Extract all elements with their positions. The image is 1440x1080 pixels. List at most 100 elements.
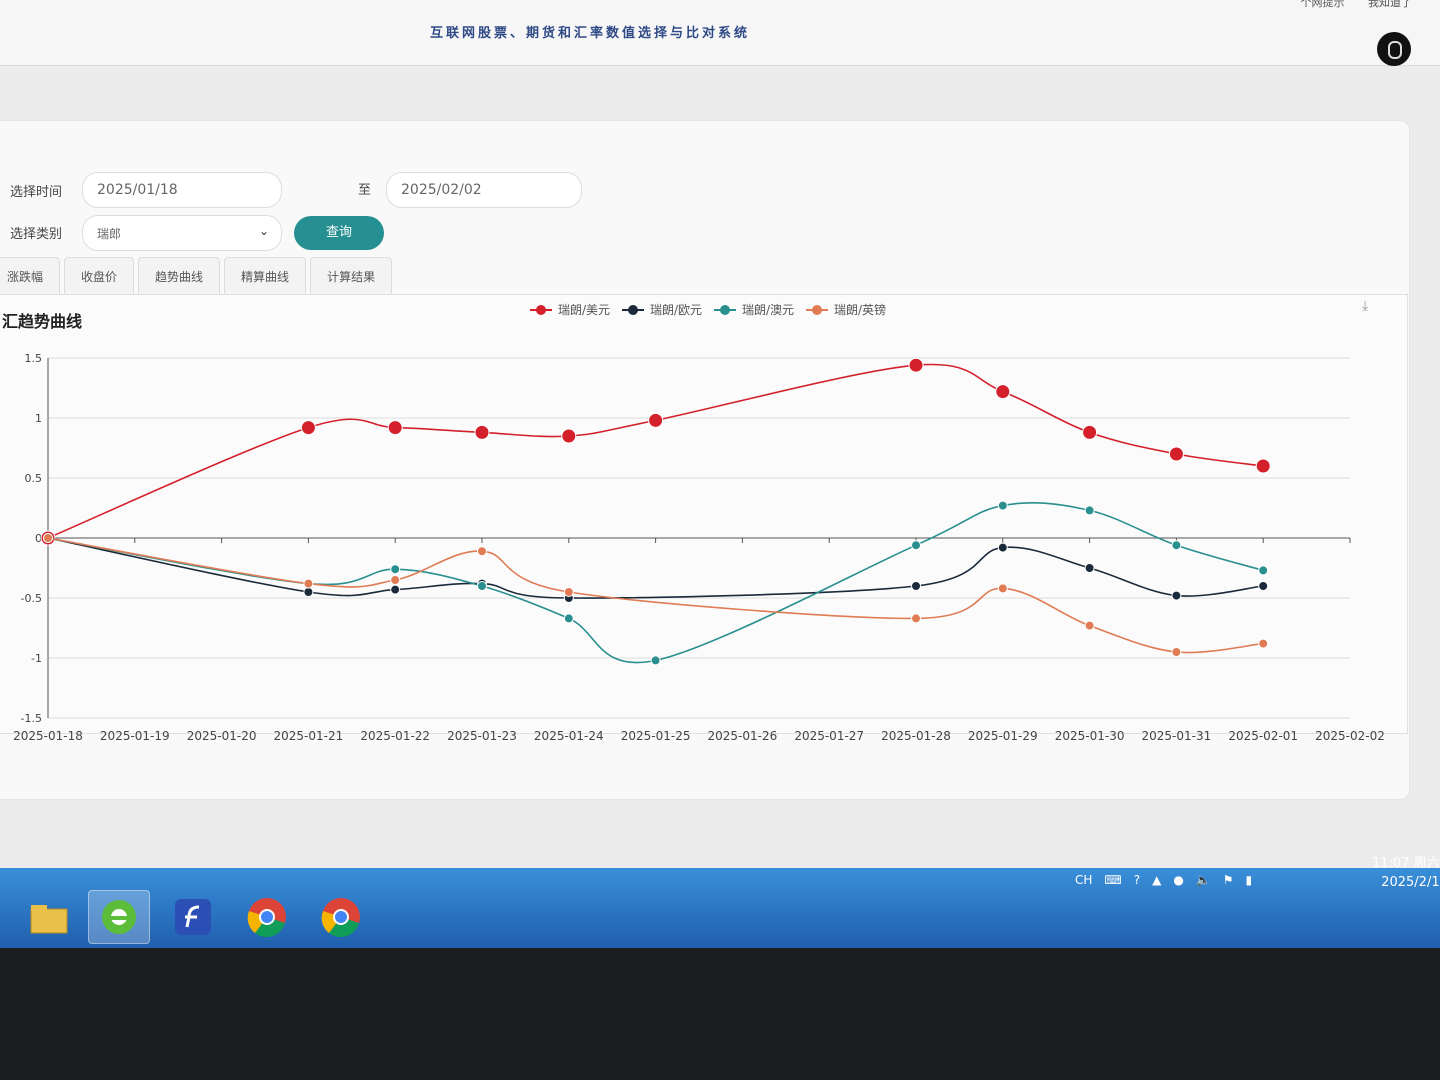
data-point [43,533,53,543]
data-point [474,424,490,440]
category-value: 瑞郎 [97,227,122,241]
start-date-value: 2025/01/18 [97,182,178,198]
legend-marker [536,305,546,315]
volume-icon[interactable]: 🔈 [1195,873,1211,887]
data-point [303,587,314,597]
data-point [1171,540,1182,551]
flag-icon[interactable]: ⚑ [1222,873,1234,887]
legend-marker [720,305,730,315]
data-point [911,581,921,591]
ie-browser-icon[interactable] [88,890,150,944]
start-date-input[interactable]: 2025/01/18 [82,172,282,208]
x-tick-label: 2025-01-21 [274,729,344,743]
top-links: 个网提示 我知道了 [1281,0,1413,10]
x-tick-label: 2025-01-19 [100,729,170,743]
acknowledge-link[interactable]: 我知道了 [1368,0,1412,9]
data-point [1255,458,1271,474]
y-tick-label: 0.5 [25,472,43,485]
category-label: 选择类别 [10,227,63,242]
app-title: 互联网股票、期货和汇率数值选择与比对系统 [430,26,751,41]
clock-date: 2025/2/1 [1381,875,1440,890]
show-hidden-icons-icon[interactable]: ▲ [1152,873,1162,887]
flash-icon[interactable] [162,890,224,944]
data-point [650,655,661,666]
clock[interactable]: 11:07 周六 2025/2/1 [1372,854,1440,892]
avatar[interactable] [1377,32,1411,66]
signal-icon[interactable]: ▮ [1245,873,1253,887]
data-point [563,587,574,597]
y-tick-label: -0.5 [21,592,42,605]
category-select[interactable]: 瑞郎 ⌄ [82,215,282,251]
legend-label: 瑞朗/欧元 [650,303,702,317]
data-point [1171,590,1182,601]
data-point [563,613,574,624]
data-point [997,500,1008,511]
x-tick-label: 2025-01-27 [794,729,864,743]
x-tick-label: 2025-01-26 [708,729,778,743]
file-explorer-icon[interactable] [18,890,80,944]
data-point [477,581,487,591]
language-indicator[interactable]: CH [1075,873,1093,887]
legend-marker [628,305,638,315]
legend-label: 瑞朗/英镑 [834,302,886,317]
end-date-input[interactable]: 2025/02/02 [386,172,582,208]
x-tick-label: 2025-01-24 [534,729,604,743]
tab-bar: 涨跌幅 收盘价 趋势曲线 精算曲线 计算结果 [0,257,396,295]
screen: 互联网股票、期货和汇率数值选择与比对系统 个网提示 我知道了 选择时间 2025… [0,0,1440,948]
legend-label: 瑞朗/澳元 [742,303,794,317]
tab-change[interactable]: 涨跌幅 [0,257,61,295]
data-point [908,357,924,373]
data-point [1258,581,1269,591]
time-label: 选择时间 [10,185,63,200]
x-tick-label: 2025-01-28 [881,729,951,743]
chrome-icon-2[interactable] [310,890,372,944]
x-tick-label: 2025-01-25 [621,729,691,743]
tab-trend-curve[interactable]: 趋势曲线 [138,257,221,295]
series-line [47,363,1264,539]
series-line [47,537,1264,654]
tab-actuarial-curve[interactable]: 精算曲线 [224,257,307,295]
data-point [1084,563,1095,573]
series-line [47,502,1264,664]
data-point [911,613,921,624]
data-point [1084,505,1095,516]
data-point [390,575,401,585]
x-tick-label: 2025-02-01 [1228,729,1298,743]
data-point [648,412,664,428]
data-point [1258,565,1269,576]
end-date-value: 2025/02/02 [401,182,482,198]
y-tick-label: -1 [31,652,42,665]
chrome-icon[interactable] [236,890,298,944]
clock-time: 11:07 周六 [1372,856,1440,871]
data-point [997,542,1008,553]
legend-marker [812,305,822,315]
x-tick-label: 2025-01-18 [13,729,83,743]
y-tick-label: 0 [35,532,42,545]
chart-title: 汇趋势曲线 [2,312,83,331]
data-point [477,546,487,557]
data-point [1168,446,1184,462]
x-tick-label: 2025-01-20 [187,729,257,743]
data-point [1082,424,1098,440]
x-tick-label: 2025-01-31 [1142,729,1212,743]
network-icon[interactable]: ● [1173,873,1184,887]
data-point [390,584,401,595]
chevron-down-icon: ⌄ [258,224,269,238]
help-icon[interactable]: ? [1133,873,1141,887]
tab-results[interactable]: 计算结果 [310,257,393,295]
data-point [911,540,921,551]
data-point [387,420,403,436]
x-tick-label: 2025-02-02 [1315,729,1385,743]
data-point [995,384,1011,400]
query-button[interactable]: 查询 [294,216,384,250]
tab-close-price[interactable]: 收盘价 [64,257,135,295]
y-tick-label: -1.5 [21,712,42,725]
to-label: 至 [358,183,372,198]
x-tick-label: 2025-01-23 [447,729,517,743]
keyboard-icon[interactable]: ⌨ [1104,873,1122,887]
download-icon[interactable]: ⤓ [1362,298,1369,314]
taskbar: CH ⌨ ? ▲ ● 🔈 ⚑ ▮ 11:07 周六 2025/2/1 [0,856,1440,948]
hint-link[interactable]: 个网提示 [1300,0,1345,9]
y-tick-label: 1.5 [25,352,43,365]
trend-chart: 1.5 1 0.5 0 -0.5 -1 -1.5 2025-01-18 2025-01-19 20… [13,302,1385,743]
